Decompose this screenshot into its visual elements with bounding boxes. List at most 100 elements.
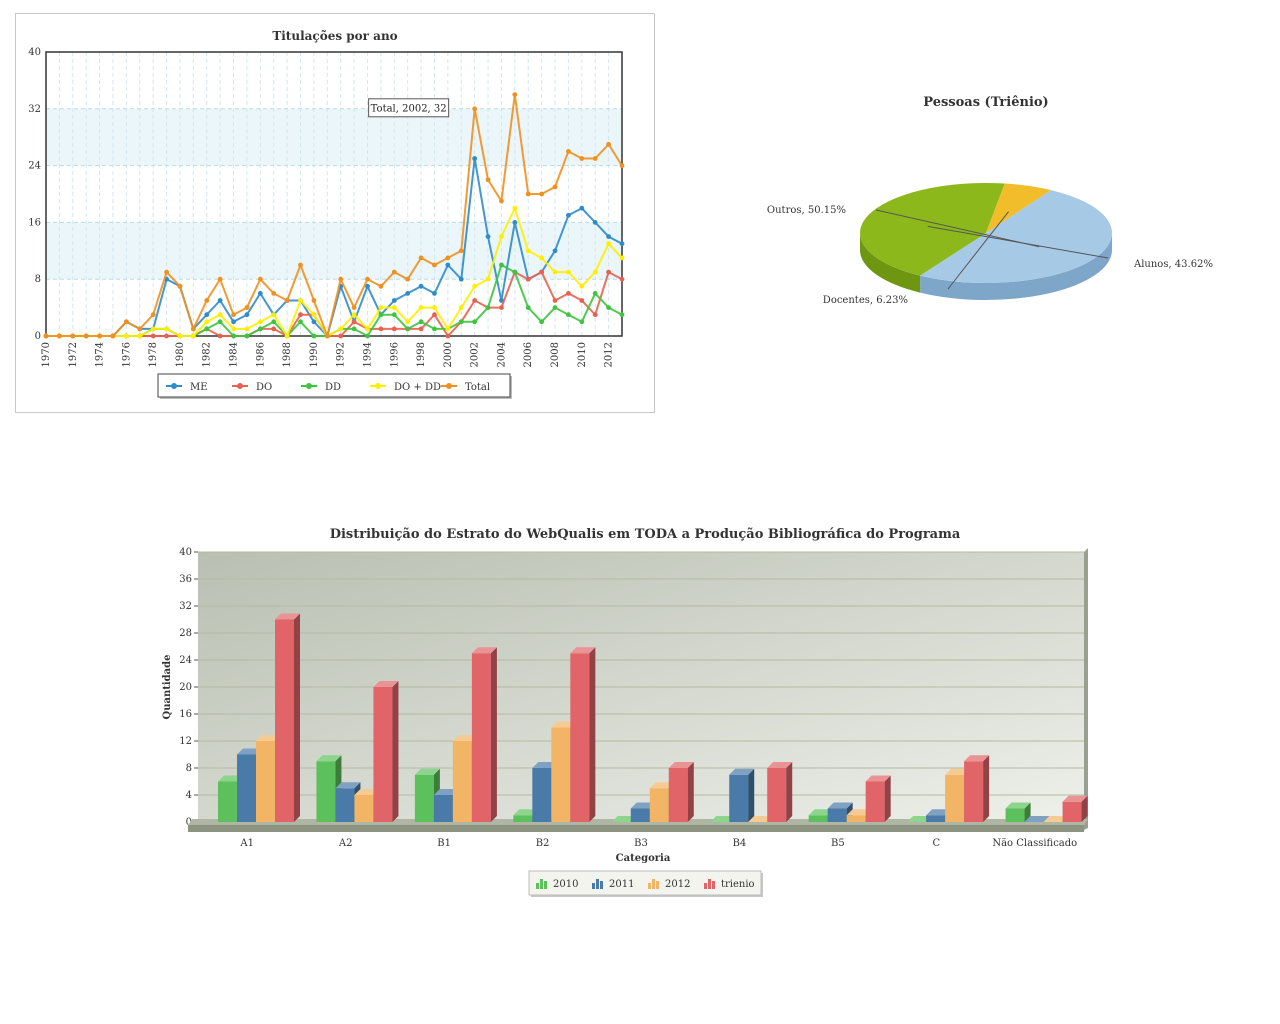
x-axis-label: Categoria <box>616 853 671 864</box>
bar-top <box>865 775 891 782</box>
data-point <box>432 305 437 310</box>
bar-top <box>237 748 262 755</box>
y-tick-label: 40 <box>28 47 41 58</box>
legend-icon-bar <box>704 883 707 889</box>
bar-trienio <box>570 653 590 822</box>
legend-label: Total <box>465 382 490 393</box>
legend-label: DD <box>325 382 341 393</box>
bar-top <box>846 809 872 816</box>
data-point <box>592 312 598 318</box>
data-point <box>338 333 344 339</box>
legend-icon-bar <box>536 883 539 889</box>
bar-trienio <box>471 653 491 822</box>
bar-top <box>532 762 558 768</box>
data-point <box>458 319 464 325</box>
y-tick-label: 36 <box>179 574 192 585</box>
bar-trienio <box>668 768 688 822</box>
data-point <box>351 326 357 332</box>
bar-top <box>256 735 281 741</box>
pie-leader-line <box>947 211 1009 290</box>
series-line-Total <box>46 93 623 337</box>
data-point <box>97 333 102 339</box>
data-point <box>271 319 277 325</box>
bar-2010 <box>808 815 828 822</box>
data-point <box>566 212 571 218</box>
bar-side <box>1081 795 1088 822</box>
data-point <box>365 326 370 332</box>
data-point <box>351 305 357 310</box>
bar-top <box>373 681 399 687</box>
bar-2012 <box>945 774 965 822</box>
data-point <box>552 248 558 254</box>
bar-top <box>471 647 497 654</box>
bar-2011 <box>237 754 256 822</box>
data-point <box>619 163 625 169</box>
data-point <box>579 205 585 211</box>
bar-top <box>649 782 675 789</box>
data-point <box>552 298 558 303</box>
data-point <box>619 241 625 247</box>
data-point <box>592 269 598 275</box>
x-tick-label: B2 <box>536 838 550 849</box>
tooltip-box <box>368 98 450 118</box>
pie-label-alunos: Alunos, 43.62% <box>1133 259 1213 270</box>
data-point <box>338 276 344 282</box>
bar-trienio <box>1062 801 1082 822</box>
grid-band <box>46 108 622 166</box>
data-point <box>539 319 545 325</box>
data-point <box>204 319 210 325</box>
data-point <box>445 262 451 268</box>
y-tick-label: 16 <box>28 217 41 228</box>
legend-icon-bar <box>592 883 595 889</box>
x-tick-label: C <box>933 838 941 849</box>
tooltip-text: Total, 2002, 32 <box>371 103 447 114</box>
data-point <box>150 312 156 318</box>
legend-marker <box>171 383 177 389</box>
y-tick-label: 28 <box>179 628 192 639</box>
pie-leader-line <box>875 209 1040 248</box>
data-point <box>311 298 317 303</box>
data-point <box>150 326 156 332</box>
data-point <box>592 220 598 225</box>
legend-icon-bar <box>652 879 655 889</box>
data-point <box>231 326 236 332</box>
data-point <box>110 333 116 339</box>
data-point <box>619 255 625 261</box>
bar-2011 <box>433 795 453 822</box>
line-chart: Titulações por ano 0 8 16 24 32 40 1970 1972 1974… <box>28 29 625 399</box>
legend-marker <box>237 383 243 389</box>
x-tick-label: 1980 <box>175 342 186 367</box>
x-tick-label: Não Classificado <box>992 838 1077 849</box>
x-tick-label: 1976 <box>121 342 132 367</box>
data-point <box>606 141 612 147</box>
data-point <box>472 156 478 161</box>
bar-top <box>316 755 342 762</box>
data-point <box>418 305 424 310</box>
data-point <box>164 333 169 339</box>
data-point <box>217 312 223 318</box>
bar-top <box>433 789 459 795</box>
y-tick-label: 32 <box>179 601 192 612</box>
data-point <box>391 305 397 310</box>
data-point <box>244 312 250 318</box>
data-point <box>445 255 451 261</box>
bar-side <box>490 647 497 822</box>
data-point <box>351 319 357 325</box>
data-point <box>458 276 464 282</box>
y-tick-label: 24 <box>28 161 41 172</box>
data-point <box>485 276 491 282</box>
bar-top <box>218 775 243 782</box>
bar-2010 <box>513 815 533 822</box>
data-point <box>525 191 531 197</box>
data-point <box>525 248 531 254</box>
bar-top <box>1005 802 1031 809</box>
bar-top <box>1024 816 1050 822</box>
bar-top <box>964 755 990 762</box>
bar-side <box>748 768 755 822</box>
data-point <box>83 333 89 339</box>
legend-label: trienio <box>721 879 755 890</box>
bar-chart-panel: Distribuição do Estrato do WebQualis em … <box>150 515 1110 915</box>
bar-top <box>570 647 596 654</box>
data-point <box>579 298 585 303</box>
legend-icon-bar <box>712 881 715 889</box>
